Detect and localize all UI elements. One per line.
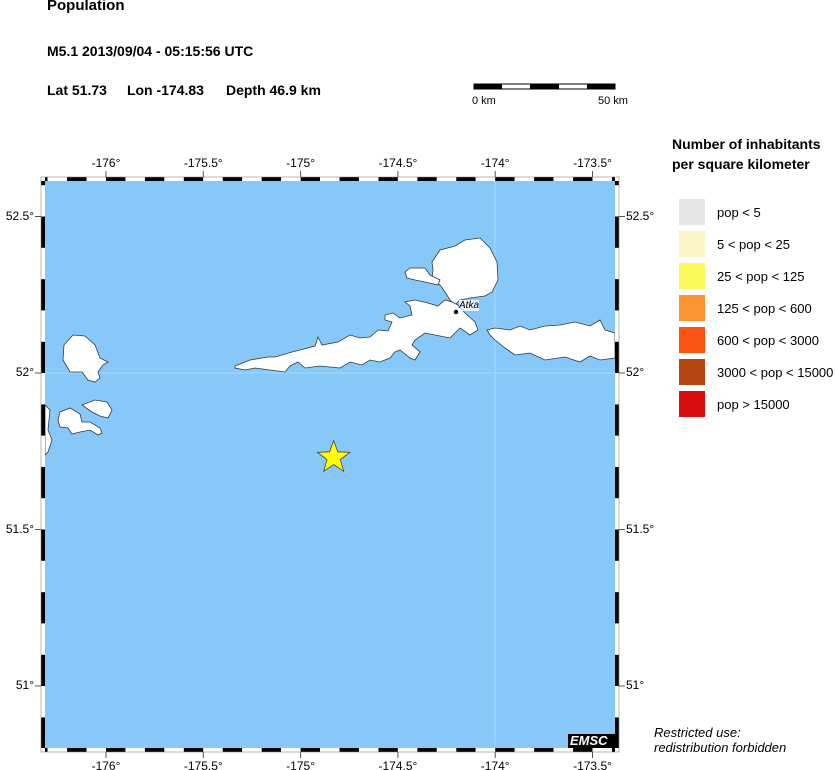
- map-frame: [40, 176, 620, 753]
- island-west-c: [57, 407, 103, 436]
- legend-swatch: [679, 391, 705, 417]
- legend-label: 5 < pop < 25: [717, 236, 791, 252]
- legend-item: pop > 15000: [679, 391, 790, 417]
- scale-bar: [473, 83, 616, 90]
- lat-value: Lat 51.73: [47, 82, 107, 98]
- page-title: Population: [47, 0, 125, 14]
- legend-title-line1: Number of inhabitants: [672, 136, 821, 152]
- lat-tick-label-left: 52.5°: [5, 208, 34, 223]
- lon-tick-label-top: -175.5°: [183, 156, 223, 170]
- legend-swatch: [679, 295, 705, 321]
- emsc-logo: EMSC: [570, 733, 608, 748]
- legend-item: 25 < pop < 125: [679, 263, 804, 289]
- lon-tick-label-top: -176°: [91, 156, 121, 170]
- legend-item: 5 < pop < 25: [679, 231, 790, 257]
- land: [44, 237, 616, 456]
- lon-tick-label-bottom: -176°: [91, 759, 121, 770]
- atka-label: Atka: [459, 300, 480, 311]
- lat-tick-label-right: 51°: [626, 678, 645, 692]
- atka-town-marker: [453, 309, 459, 315]
- legend-swatch: [679, 327, 705, 353]
- legend-title-line2: per square kilometer: [672, 156, 810, 172]
- lat-tick-label-right: 51.5°: [626, 521, 655, 536]
- legend-item: 125 < pop < 600: [679, 295, 812, 321]
- depth-value: Depth 46.9 km: [225, 82, 321, 98]
- island-atka-north: [431, 237, 499, 306]
- lon-tick-label-bottom: -173.5°: [573, 759, 612, 770]
- lat-tick-label-left: 51°: [15, 678, 34, 692]
- legend-label: 600 < pop < 3000: [717, 332, 819, 348]
- event-location: Lat 51.73 Lon -174.83 Depth 46.9 km: [47, 82, 321, 98]
- frame-outline: [40, 176, 620, 753]
- lon-tick-label-bottom: -174°: [480, 759, 510, 770]
- lat-tick-label-right: 52.5°: [626, 208, 655, 223]
- lon-tick-label-bottom: -175.5°: [183, 759, 223, 770]
- lon-tick-label-top: -175°: [286, 156, 316, 170]
- legend-swatch: [679, 199, 705, 225]
- lon-tick-label-top: -173.5°: [573, 156, 612, 170]
- island-chain-west: [234, 299, 479, 373]
- legend-label: 125 < pop < 600: [717, 300, 812, 316]
- legend-label: pop < 5: [717, 204, 761, 220]
- lat-tick-label-left: 51.5°: [5, 521, 34, 536]
- legend-label: 25 < pop < 125: [717, 268, 805, 284]
- lat-tick-label-left: 52°: [15, 365, 34, 379]
- epicenter-star-icon: [316, 439, 351, 473]
- legend-label: 3000 < pop < 15000: [717, 364, 834, 380]
- scale-start-label: 0 km: [472, 95, 496, 107]
- lon-tick-label-top: -174.5°: [378, 156, 418, 170]
- lat-tick-label-right: 52°: [626, 365, 645, 379]
- lon-value: Lon -174.83: [126, 82, 204, 98]
- legend-label: pop > 15000: [717, 396, 790, 412]
- legend-item: pop < 5: [679, 199, 761, 225]
- emsc-logo-bg: [568, 734, 615, 748]
- legend-title: Number of inhabitants per square kilomet…: [672, 134, 821, 174]
- lon-tick-label-top: -174°: [480, 156, 510, 170]
- legend-item: 600 < pop < 3000: [679, 327, 819, 353]
- lon-tick-label-bottom: -175°: [286, 759, 316, 770]
- island-west-a: [62, 334, 109, 383]
- usage-notice: Restricted use: redistribution forbidden: [654, 725, 786, 755]
- lon-tick-label-bottom: -174.5°: [378, 759, 418, 770]
- legend-item: 3000 < pop < 15000: [679, 359, 833, 385]
- event-info: M5.1 2013/09/04 - 05:15:56 UTC: [47, 43, 254, 59]
- notice-line1: Restricted use:: [654, 725, 741, 740]
- legend-swatch: [679, 359, 705, 385]
- legend-swatch: [679, 263, 705, 289]
- legend-swatch: [679, 231, 705, 257]
- island-west-b: [81, 399, 113, 419]
- island-atka-west-lobe: [404, 267, 441, 286]
- scale-end-label: 50 km: [598, 95, 628, 107]
- notice-line2: redistribution forbidden: [654, 740, 787, 755]
- axis-ticks: [35, 171, 625, 758]
